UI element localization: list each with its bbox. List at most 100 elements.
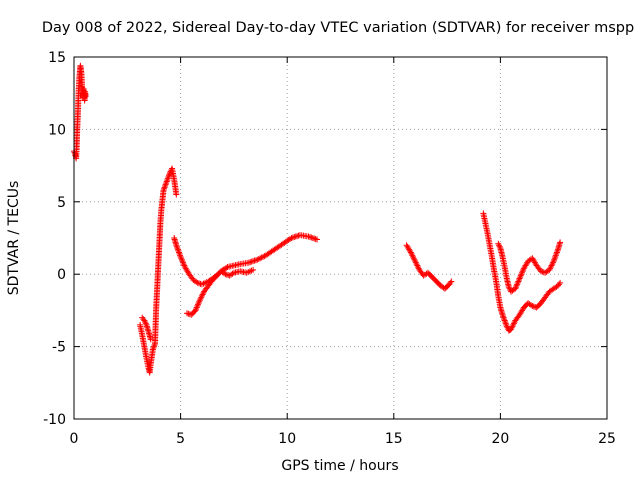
data-point bbox=[196, 297, 203, 304]
data-point bbox=[142, 320, 149, 327]
data-point bbox=[501, 316, 508, 323]
data-point bbox=[552, 253, 559, 260]
data-point bbox=[407, 249, 414, 256]
plot-frame bbox=[73, 56, 608, 420]
data-point bbox=[409, 253, 416, 260]
data-point bbox=[150, 343, 157, 350]
data-point bbox=[500, 313, 507, 320]
data-point bbox=[195, 300, 202, 307]
data-point bbox=[174, 246, 181, 253]
data-point bbox=[556, 281, 563, 288]
data-point bbox=[501, 317, 508, 324]
data-point bbox=[250, 266, 257, 273]
series-seg4 bbox=[171, 232, 321, 288]
grid-lines bbox=[74, 57, 607, 419]
data-point bbox=[549, 261, 556, 268]
data-point bbox=[515, 278, 522, 285]
data-point bbox=[147, 336, 154, 343]
data-point bbox=[198, 292, 205, 299]
data-point bbox=[409, 252, 416, 259]
data-point bbox=[508, 326, 515, 333]
data-points bbox=[71, 62, 564, 376]
data-point bbox=[162, 182, 169, 189]
data-point bbox=[229, 270, 236, 277]
data-point bbox=[519, 268, 526, 275]
data-point bbox=[223, 264, 230, 271]
data-point bbox=[503, 323, 510, 330]
data-point bbox=[149, 346, 156, 353]
series-seg2 bbox=[137, 165, 180, 376]
data-point bbox=[552, 252, 559, 259]
data-point bbox=[547, 265, 554, 272]
data-point bbox=[411, 256, 418, 263]
data-point bbox=[514, 281, 521, 288]
chart-title: Day 008 of 2022, Sidereal Day-to-day VTE… bbox=[42, 20, 634, 36]
data-point bbox=[164, 177, 171, 184]
data-point bbox=[412, 259, 419, 266]
data-point bbox=[161, 184, 168, 191]
data-point bbox=[173, 243, 180, 250]
data-point bbox=[160, 187, 167, 194]
data-point bbox=[246, 268, 253, 275]
series-seg7 bbox=[480, 210, 564, 334]
data-point bbox=[527, 302, 534, 309]
data-point bbox=[178, 256, 185, 263]
y-axis-ticks: -10 -5 0 5 10 15 bbox=[43, 50, 607, 428]
data-point bbox=[180, 259, 187, 266]
y-tick-label: -5 bbox=[52, 340, 66, 356]
data-point bbox=[554, 248, 561, 255]
data-point bbox=[557, 239, 564, 246]
data-point bbox=[255, 255, 262, 262]
data-point bbox=[254, 256, 261, 263]
data-point bbox=[177, 252, 184, 259]
data-point bbox=[194, 303, 201, 310]
data-point bbox=[258, 254, 265, 261]
data-point bbox=[314, 236, 321, 243]
data-point bbox=[553, 250, 560, 257]
data-point bbox=[517, 272, 524, 279]
data-point bbox=[502, 318, 509, 325]
data-point bbox=[165, 172, 172, 179]
data-point bbox=[177, 253, 184, 260]
data-point bbox=[173, 191, 180, 198]
data-point bbox=[502, 320, 509, 327]
data-point bbox=[164, 175, 171, 182]
data-point bbox=[150, 345, 157, 352]
data-point bbox=[410, 255, 417, 262]
data-point bbox=[515, 276, 522, 283]
data-point bbox=[180, 261, 187, 268]
y-tick-label: -10 bbox=[43, 412, 66, 428]
y-tick-label: 10 bbox=[48, 122, 66, 138]
data-point bbox=[176, 250, 183, 257]
data-point bbox=[193, 278, 200, 285]
data-point bbox=[197, 295, 204, 302]
x-tick-label: 0 bbox=[70, 431, 79, 447]
x-tick-label: 15 bbox=[385, 431, 403, 447]
data-point bbox=[548, 262, 555, 269]
data-point bbox=[549, 259, 556, 266]
data-point bbox=[414, 262, 421, 269]
data-point bbox=[514, 279, 521, 286]
data-point bbox=[510, 320, 517, 327]
data-point bbox=[141, 317, 148, 324]
data-point bbox=[161, 185, 168, 192]
series-seg8 bbox=[495, 239, 564, 295]
data-point bbox=[163, 179, 170, 186]
data-point bbox=[517, 274, 524, 281]
data-point bbox=[194, 301, 201, 308]
y-tick-label: 15 bbox=[48, 50, 66, 66]
data-point bbox=[509, 323, 516, 330]
data-point bbox=[166, 171, 173, 178]
data-point bbox=[553, 249, 560, 256]
series-seg1 bbox=[71, 62, 89, 162]
data-point bbox=[495, 240, 502, 247]
data-point bbox=[82, 93, 89, 100]
data-point bbox=[151, 342, 158, 349]
data-point bbox=[408, 250, 415, 257]
data-point bbox=[448, 278, 455, 285]
data-point bbox=[516, 275, 523, 282]
series-seg5 bbox=[183, 266, 257, 318]
data-point bbox=[287, 235, 294, 242]
data-point bbox=[496, 243, 503, 250]
data-point bbox=[257, 255, 264, 262]
